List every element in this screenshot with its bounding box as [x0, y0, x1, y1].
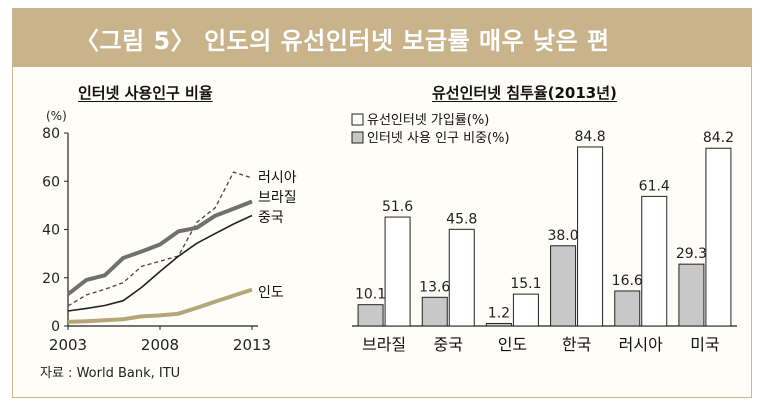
series-label-s1: 브라질: [258, 190, 297, 206]
bar-chart-title: 유선인터넷 침투율(2013년): [432, 84, 617, 102]
bar-usage-label-s2: 1.2: [488, 305, 510, 321]
series-line-s2: [67, 214, 253, 312]
x-tick-label: 2013: [233, 336, 271, 354]
bar-usage-label-s3: 38.0: [547, 228, 578, 244]
bar-subscription-s1: [448, 228, 475, 327]
bar-subscription-s0: [384, 216, 411, 327]
bar-usage-s4: [614, 290, 641, 327]
title-banner: 〈그림 5〉 인도의 유선인터넷 보급률 매우 낮은 편: [13, 9, 751, 67]
bar-usage-s0: [357, 304, 384, 327]
bar-usage-label-s0: 10.1: [355, 287, 386, 303]
category-label-s3: 한국: [562, 335, 591, 354]
bar-subscription-label-s3: 84.8: [574, 129, 605, 145]
legend-swatch-subscription: [351, 113, 364, 126]
bar-subscription-label-s5: 84.2: [703, 130, 734, 146]
category-label-s0: 브라질: [362, 335, 406, 354]
x-tick-label: 2008: [141, 336, 179, 354]
series-line-s3: [67, 287, 253, 324]
legend-label-usage: 인터넷 사용 인구 비중(%): [367, 131, 510, 146]
series-label-s0: 러시아: [258, 170, 297, 186]
bar-usage-s5: [678, 263, 705, 327]
bar-usage-s3: [550, 245, 577, 327]
y-tick-label: 80: [42, 126, 60, 142]
category-label-s2: 인도: [498, 335, 527, 354]
y-tick-label: 40: [42, 223, 60, 239]
y-tick-label: 0: [51, 319, 60, 335]
category-label-s4: 러시아: [619, 335, 663, 354]
source-note: 자료 : World Bank, ITU: [40, 366, 181, 381]
line-chart-y-unit: (%): [46, 109, 67, 123]
bar-subscription-label-s0: 51.6: [382, 199, 413, 215]
bar-subscription-s3: [577, 146, 604, 327]
figure-frame: 〈그림 5〉 인도의 유선인터넷 보급률 매우 낮은 편: [12, 8, 752, 398]
bar-subscription-s2: [512, 293, 539, 327]
series-line-s1: [66, 199, 253, 296]
bar-subscription-s5: [705, 147, 732, 327]
legend-label-subscription: 유선인터넷 가입률(%): [367, 113, 489, 128]
x-tick-label: 2003: [49, 336, 87, 354]
y-tick-label: 60: [42, 174, 60, 190]
bar-usage-label-s1: 13.6: [419, 279, 450, 295]
bar-usage-label-s5: 29.3: [676, 246, 707, 262]
figure-title: 〈그림 5〉 인도의 유선인터넷 보급률 매우 낮은 편: [75, 27, 610, 55]
bar-usage-s1: [421, 296, 448, 327]
bar-subscription-label-s1: 45.8: [446, 211, 477, 227]
legend-swatch-usage: [351, 131, 364, 144]
bar-subscription-s4: [641, 195, 668, 327]
bar-usage-label-s4: 16.6: [612, 273, 643, 289]
y-tick-label: 20: [42, 271, 60, 287]
bar-subscription-label-s2: 15.1: [510, 276, 541, 292]
series-line-s0: [67, 171, 253, 307]
bar-subscription-label-s4: 61.4: [639, 178, 670, 194]
category-label-s1: 중국: [434, 335, 463, 354]
category-label-s5: 미국: [690, 335, 719, 354]
line-chart-title: 인터넷 사용인구 비율: [78, 84, 213, 102]
series-label-s2: 중국: [258, 210, 284, 226]
bar-usage-s2: [485, 322, 512, 327]
series-label-s3: 인도: [258, 285, 284, 301]
